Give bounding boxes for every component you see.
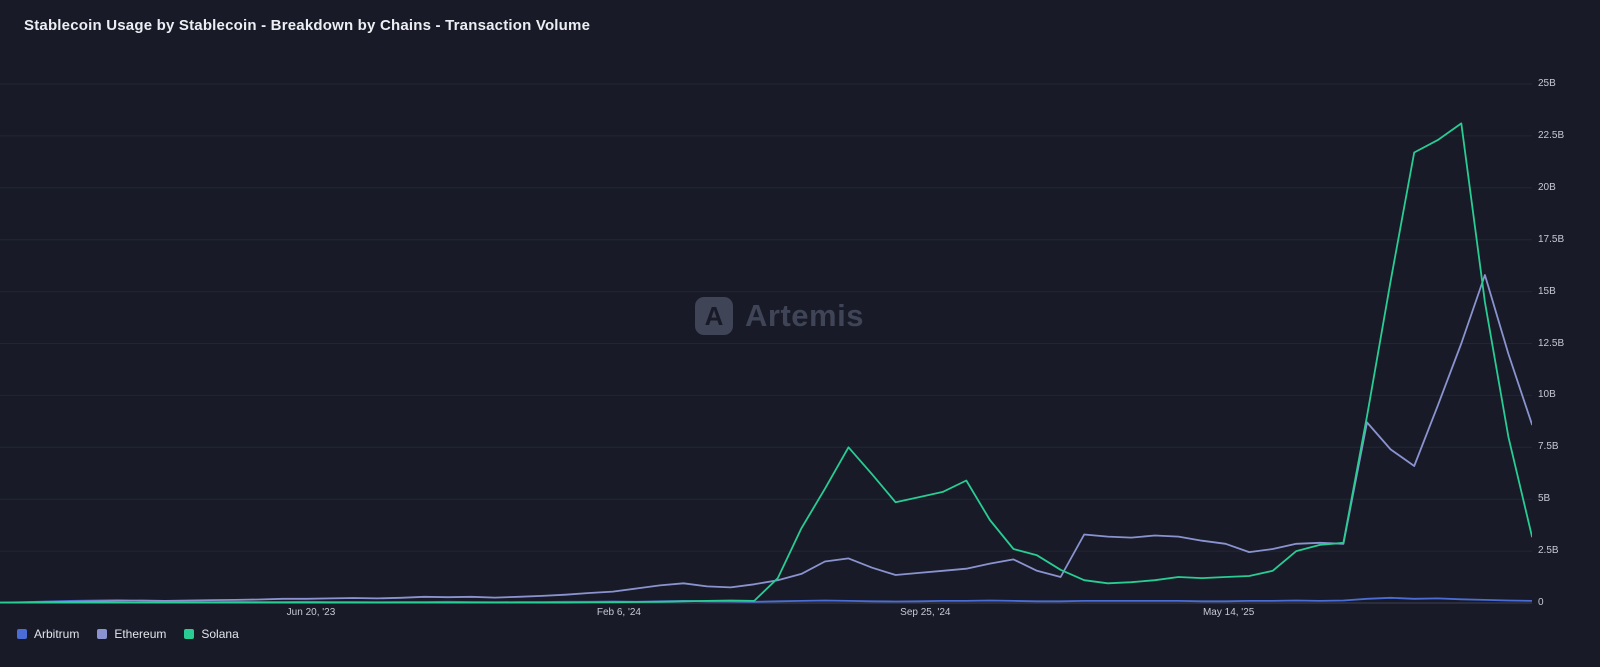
y-axis-label: 0: [1538, 597, 1544, 608]
artemis-logo-icon: A: [695, 297, 733, 335]
watermark: A Artemis: [695, 297, 864, 335]
legend-item-solana[interactable]: Solana: [184, 627, 239, 641]
legend: Arbitrum Ethereum Solana: [17, 627, 239, 641]
solana-swatch-icon: [184, 629, 195, 639]
y-axis-label: 10B: [1538, 389, 1556, 401]
legend-item-ethereum[interactable]: Ethereum: [97, 627, 166, 641]
legend-label-ethereum: Ethereum: [114, 627, 167, 641]
x-axis-label: May 14, '25: [1202, 607, 1255, 618]
x-axis-label: Jun 20, '23: [286, 607, 336, 618]
line-chart-plot-area[interactable]: [0, 0, 1532, 667]
y-axis: 0 2.5B 5B 7.5B 10B 12.5B 15B 17.5B 20B 22.5B 25B: [1538, 0, 1598, 667]
watermark-brand-text: Artemis: [745, 298, 864, 333]
ethereum-swatch-icon: [97, 629, 108, 639]
y-axis-label: 15B: [1538, 285, 1556, 297]
y-axis-label: 2.5B: [1538, 545, 1559, 557]
series-line-ethereum[interactable]: [0, 274, 1532, 604]
arbitrum-swatch-icon: [17, 629, 27, 639]
legend-label-solana: Solana: [201, 627, 239, 641]
y-axis-label: 17.5B: [1538, 233, 1565, 245]
legend-item-arbitrum[interactable]: Arbitrum: [17, 627, 79, 641]
x-axis-label: Sep 25, '24: [900, 607, 951, 618]
y-axis-label: 7.5B: [1538, 441, 1559, 453]
legend-label-arbitrum: Arbitrum: [34, 627, 80, 641]
y-axis-label: 22.5B: [1538, 129, 1565, 141]
page-title: Stablecoin Usage by Stablecoin - Breakdo…: [24, 17, 591, 34]
series-line-solana[interactable]: [0, 122, 1532, 604]
y-axis-label: 25B: [1538, 78, 1556, 89]
x-axis-label: Feb 6, '24: [596, 607, 642, 618]
y-axis-label: 5B: [1538, 493, 1551, 505]
y-axis-label: 20B: [1538, 181, 1556, 193]
line-chart-svg: [0, 83, 1532, 604]
y-axis-label: 12.5B: [1538, 337, 1565, 349]
